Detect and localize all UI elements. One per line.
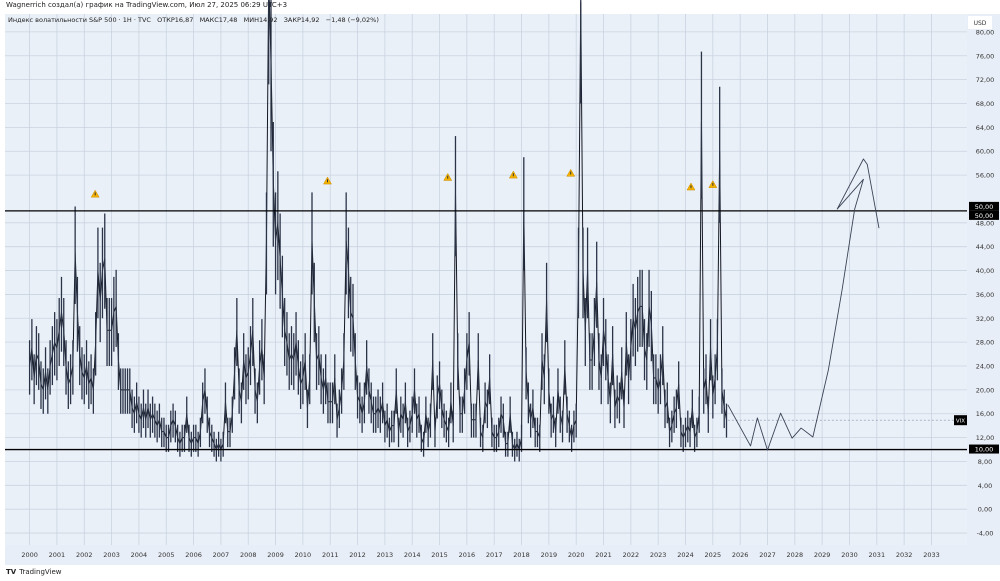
level-label-bg bbox=[969, 201, 999, 211]
x-tick-label: 2004 bbox=[131, 551, 148, 559]
y-tick-label: 24,00 bbox=[976, 363, 995, 371]
time-axis bbox=[5, 545, 967, 565]
x-tick-label: 2001 bbox=[49, 551, 66, 559]
symbol-label: VIX bbox=[956, 419, 965, 425]
y-tick-label: 48,00 bbox=[976, 219, 995, 227]
x-tick-label: 2017 bbox=[486, 551, 503, 559]
y-tick-label: 28,00 bbox=[976, 339, 995, 347]
x-tick-label: 2025 bbox=[705, 551, 722, 559]
warning-icon-mark bbox=[690, 185, 692, 189]
y-tick-label: 20,00 bbox=[976, 386, 995, 394]
warning-icon-mark bbox=[570, 171, 572, 175]
x-tick-label: 2012 bbox=[349, 551, 366, 559]
currency-label-bg bbox=[968, 16, 992, 29]
x-tick-label: 2027 bbox=[759, 551, 776, 559]
x-tick-label: 2011 bbox=[322, 551, 339, 559]
y-tick-label: -4,00 bbox=[977, 530, 994, 538]
x-tick-label: 2022 bbox=[623, 551, 640, 559]
x-tick-label: 2028 bbox=[787, 551, 804, 559]
series-vix bbox=[28, 0, 728, 462]
author-line: Wagnerrich создал(а) график на TradingVi… bbox=[6, 1, 288, 9]
logo-text: TradingView bbox=[19, 568, 62, 576]
x-tick-label: 2003 bbox=[103, 551, 120, 559]
y-tick-label: 40,00 bbox=[976, 267, 995, 275]
x-tick-label: 2030 bbox=[841, 551, 858, 559]
x-tick-label: 2005 bbox=[158, 551, 175, 559]
y-tick-label: 8,00 bbox=[978, 458, 992, 466]
warning-icon-mark bbox=[94, 192, 96, 196]
y-tick-label: 56,00 bbox=[976, 172, 995, 180]
y-tick-label: 12,00 bbox=[976, 434, 995, 442]
projection-drawing bbox=[727, 158, 880, 451]
plot-area bbox=[5, 14, 967, 545]
x-tick-label: 2023 bbox=[650, 551, 667, 559]
tradingview-logo: TV TradingView bbox=[6, 568, 62, 576]
level-label-bg bbox=[969, 210, 999, 220]
x-tick-label: 2006 bbox=[185, 551, 202, 559]
tradingview-logo-icon: TV bbox=[6, 568, 17, 576]
warning-icon-mark bbox=[712, 182, 714, 186]
y-tick-label: 4,00 bbox=[978, 482, 992, 490]
x-tick-label: 2026 bbox=[732, 551, 749, 559]
y-tick-label: 44,00 bbox=[976, 243, 995, 251]
x-tick-label: 2018 bbox=[513, 551, 530, 559]
x-tick-label: 2020 bbox=[568, 551, 585, 559]
level-label-bg bbox=[969, 444, 999, 454]
level-label: 10,00 bbox=[975, 446, 994, 454]
y-tick-label: 68,00 bbox=[976, 100, 995, 108]
x-tick-label: 2029 bbox=[814, 551, 831, 559]
y-tick-label: 76,00 bbox=[976, 52, 995, 60]
y-tick-label: 36,00 bbox=[976, 291, 995, 299]
y-tick-label: 0,00 bbox=[978, 506, 992, 514]
x-tick-label: 2031 bbox=[869, 551, 886, 559]
x-tick-label: 2007 bbox=[213, 551, 230, 559]
x-tick-label: 2000 bbox=[21, 551, 38, 559]
x-tick-label: 2013 bbox=[377, 551, 394, 559]
level-label: 50,00 bbox=[975, 212, 994, 220]
warning-icon-mark bbox=[326, 179, 328, 183]
x-tick-label: 2032 bbox=[896, 551, 913, 559]
warning-icon-mark bbox=[512, 173, 514, 177]
currency-label: USD bbox=[974, 20, 987, 27]
x-tick-label: 2024 bbox=[677, 551, 694, 559]
symbol-legend: Индекс волатильности S&P 500 · 1Н · TVC … bbox=[8, 16, 379, 24]
price-axis bbox=[967, 14, 1000, 565]
x-tick-label: 2010 bbox=[295, 551, 312, 559]
x-tick-label: 2019 bbox=[541, 551, 558, 559]
y-tick-label: 32,00 bbox=[976, 315, 995, 323]
symbol-label-bg bbox=[954, 415, 967, 426]
x-tick-label: 2016 bbox=[459, 551, 476, 559]
y-tick-label: 64,00 bbox=[976, 124, 995, 132]
warning-icon-mark bbox=[447, 175, 449, 179]
x-tick-label: 2008 bbox=[240, 551, 257, 559]
x-tick-label: 2002 bbox=[76, 551, 93, 559]
level-label: 50,00 bbox=[975, 203, 994, 211]
y-tick-label: 80,00 bbox=[976, 28, 995, 36]
x-tick-label: 2015 bbox=[431, 551, 448, 559]
x-tick-label: 2009 bbox=[267, 551, 284, 559]
x-tick-label: 2014 bbox=[404, 551, 421, 559]
y-tick-label: 60,00 bbox=[976, 148, 995, 156]
y-tick-label: 72,00 bbox=[976, 76, 995, 84]
y-tick-label: 16,00 bbox=[976, 410, 995, 418]
x-tick-label: 2021 bbox=[595, 551, 612, 559]
x-tick-label: 2033 bbox=[923, 551, 940, 559]
